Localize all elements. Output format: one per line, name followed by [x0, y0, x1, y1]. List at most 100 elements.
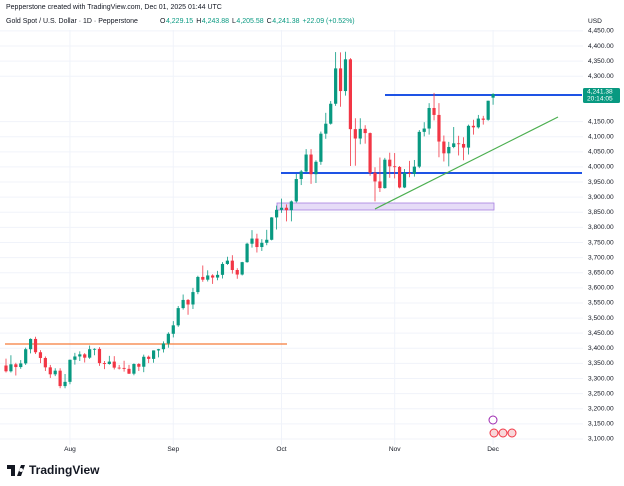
candle-body: [215, 274, 220, 278]
x-tick-label: Aug: [64, 446, 76, 453]
candle-body: [476, 118, 480, 128]
candle-body: [314, 161, 318, 175]
candle-body: [378, 181, 382, 189]
candle-body: [4, 365, 8, 372]
candle-body: [398, 166, 402, 188]
candle-body: [309, 154, 313, 175]
candle-body: [191, 292, 195, 305]
candle-body: [117, 367, 121, 369]
x-tick-label: Oct: [276, 446, 286, 453]
candle-body: [442, 141, 446, 154]
candle-body: [250, 238, 254, 244]
candle-body: [402, 172, 407, 188]
candle-body: [220, 263, 225, 275]
candle-body: [137, 364, 141, 367]
candle-body: [33, 338, 38, 353]
y-tick-label: 3,450.00: [588, 330, 614, 337]
candle-body: [279, 207, 284, 210]
y-tick-label: 3,800.00: [588, 224, 614, 231]
y-tick-label: 3,850.00: [588, 209, 614, 216]
candle-body: [407, 172, 412, 174]
candle-body: [481, 118, 485, 120]
candle-body: [48, 367, 52, 375]
candle-body: [319, 133, 323, 162]
change: +22.09 (+0.52%): [302, 18, 354, 25]
candle-body: [245, 243, 249, 263]
attribution: Pepperstone created with TradingView.com…: [6, 4, 222, 11]
candle-body: [127, 368, 131, 374]
y-tick-label: 4,000.00: [588, 164, 614, 171]
candle-body: [358, 128, 362, 139]
y-tick-label: 3,150.00: [588, 421, 614, 428]
candle-body: [388, 159, 392, 167]
candle-body: [373, 172, 377, 182]
y-tick-label: 3,950.00: [588, 179, 614, 186]
y-tick-label: 4,350.00: [588, 58, 614, 65]
y-tick-label: 4,300.00: [588, 73, 614, 80]
candle-body: [329, 103, 333, 124]
candle-body: [107, 361, 111, 365]
candle-body: [368, 133, 372, 173]
event-icon[interactable]: [507, 428, 517, 438]
event-icon[interactable]: [498, 428, 508, 438]
x-tick-label: Sep: [167, 446, 179, 453]
candle-body: [102, 363, 106, 365]
candle-body: [383, 159, 387, 189]
candle-body: [92, 348, 97, 350]
event-icon[interactable]: [489, 428, 499, 438]
candle-body: [422, 128, 426, 132]
candle-body: [452, 143, 456, 147]
candle-body: [353, 129, 357, 139]
event-icon[interactable]: [488, 415, 498, 425]
ohlc-value: 4,243.88: [202, 18, 229, 25]
candle-body: [447, 146, 451, 154]
ohlc-key: L: [232, 18, 236, 25]
candle-body: [206, 275, 210, 280]
y-tick-label: 3,900.00: [588, 194, 614, 201]
y-tick-label: 4,100.00: [588, 133, 614, 140]
candle-body: [417, 131, 421, 167]
candle-body: [68, 359, 72, 382]
candle-body: [270, 217, 274, 240]
candle-body: [24, 349, 28, 364]
candles: [4, 51, 495, 389]
ohlc-value: 4,229.15: [166, 18, 193, 25]
candle-body: [201, 276, 205, 280]
y-tick-label: 3,250.00: [588, 390, 614, 397]
candle-body: [58, 370, 62, 387]
y-tick-label: 3,550.00: [588, 300, 614, 307]
candle-body: [284, 207, 289, 211]
candle-body: [78, 354, 82, 357]
candle-body: [171, 325, 175, 334]
candle-body: [97, 348, 102, 364]
candle-body: [363, 128, 367, 134]
candle-body: [88, 349, 92, 358]
candle-body: [176, 308, 180, 326]
y-tick-label: 3,100.00: [588, 436, 614, 443]
candle-body: [427, 107, 431, 129]
candle-body: [265, 239, 269, 243]
ohlc-value: 4,205.58: [236, 18, 263, 25]
candle-body: [152, 350, 156, 359]
y-tick-label: 3,650.00: [588, 269, 614, 276]
candle-body: [457, 143, 461, 145]
y-tick-label: 3,350.00: [588, 360, 614, 367]
candle-body: [324, 123, 328, 134]
candle-body: [334, 68, 338, 104]
candle-body: [9, 364, 13, 372]
candle-body: [166, 333, 170, 344]
candle-body: [412, 166, 416, 174]
candle-body: [235, 270, 239, 275]
grid: [0, 30, 583, 445]
candle-body: [161, 343, 166, 350]
candle-body: [343, 59, 348, 92]
x-tick-label: Nov: [389, 446, 401, 453]
y-tick-label: 4,150.00: [588, 118, 614, 125]
price-tag: [583, 87, 620, 103]
candle-body: [437, 114, 441, 142]
candle-body: [63, 381, 67, 387]
candle-body: [53, 370, 57, 375]
candle-body: [240, 262, 244, 275]
